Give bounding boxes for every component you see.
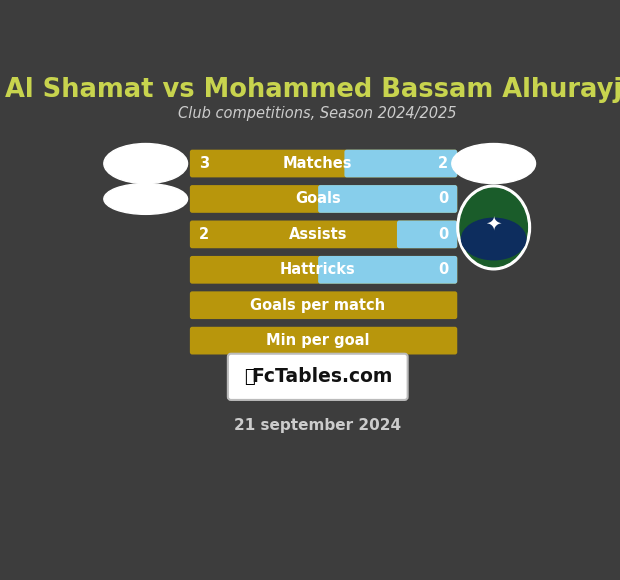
Text: 2: 2	[199, 227, 209, 242]
Text: Matches: Matches	[283, 156, 353, 171]
Text: 2: 2	[438, 156, 448, 171]
FancyBboxPatch shape	[397, 220, 458, 248]
Text: 0: 0	[438, 262, 448, 277]
Ellipse shape	[104, 183, 187, 215]
FancyBboxPatch shape	[318, 256, 458, 284]
FancyBboxPatch shape	[190, 291, 458, 319]
Text: Al Shamat vs Mohammed Bassam Alhurayji: Al Shamat vs Mohammed Bassam Alhurayji	[5, 77, 620, 103]
Ellipse shape	[104, 143, 187, 183]
Text: ✦: ✦	[485, 214, 502, 233]
FancyBboxPatch shape	[190, 256, 458, 284]
Text: 0: 0	[438, 227, 448, 242]
FancyBboxPatch shape	[228, 354, 408, 400]
Text: 0: 0	[438, 191, 448, 206]
FancyBboxPatch shape	[190, 220, 458, 248]
Text: FcTables.com: FcTables.com	[252, 367, 393, 386]
Ellipse shape	[452, 143, 536, 183]
FancyBboxPatch shape	[190, 150, 458, 177]
FancyBboxPatch shape	[190, 185, 458, 213]
FancyBboxPatch shape	[190, 327, 458, 354]
Text: Goals: Goals	[295, 191, 340, 206]
Text: Assists: Assists	[288, 227, 347, 242]
FancyBboxPatch shape	[318, 185, 458, 213]
Text: 📊: 📊	[244, 368, 255, 386]
Text: 21 september 2024: 21 september 2024	[234, 418, 401, 433]
Text: Hattricks: Hattricks	[280, 262, 356, 277]
Ellipse shape	[460, 188, 528, 267]
Text: 3: 3	[199, 156, 209, 171]
Text: Club competitions, Season 2024/2025: Club competitions, Season 2024/2025	[179, 106, 457, 121]
Ellipse shape	[457, 185, 531, 270]
Text: Min per goal: Min per goal	[266, 333, 370, 348]
FancyBboxPatch shape	[345, 150, 458, 177]
Ellipse shape	[461, 218, 526, 260]
Text: Goals per match: Goals per match	[250, 298, 385, 313]
